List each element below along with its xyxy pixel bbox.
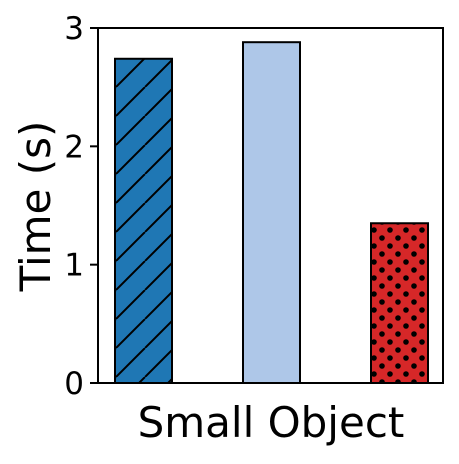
y-axis-label: Time (s) — [11, 121, 60, 293]
y-tick-label: 1 — [64, 248, 84, 284]
bars-layer — [114, 41, 429, 385]
y-tick-label: 3 — [64, 11, 84, 47]
x-axis-label: Small Object — [138, 398, 405, 447]
plot-frame — [97, 27, 444, 384]
bar-pattern — [371, 223, 428, 383]
bar-2 — [242, 41, 301, 384]
bar-3 — [370, 222, 429, 384]
bar-pattern — [115, 58, 172, 384]
axes-layer: 0 1 2 3 — [64, 11, 444, 402]
y-tick-label: 2 — [64, 129, 84, 165]
bar-1 — [114, 57, 173, 385]
bar-fill — [243, 42, 300, 383]
y-tick-label: 0 — [64, 366, 84, 402]
